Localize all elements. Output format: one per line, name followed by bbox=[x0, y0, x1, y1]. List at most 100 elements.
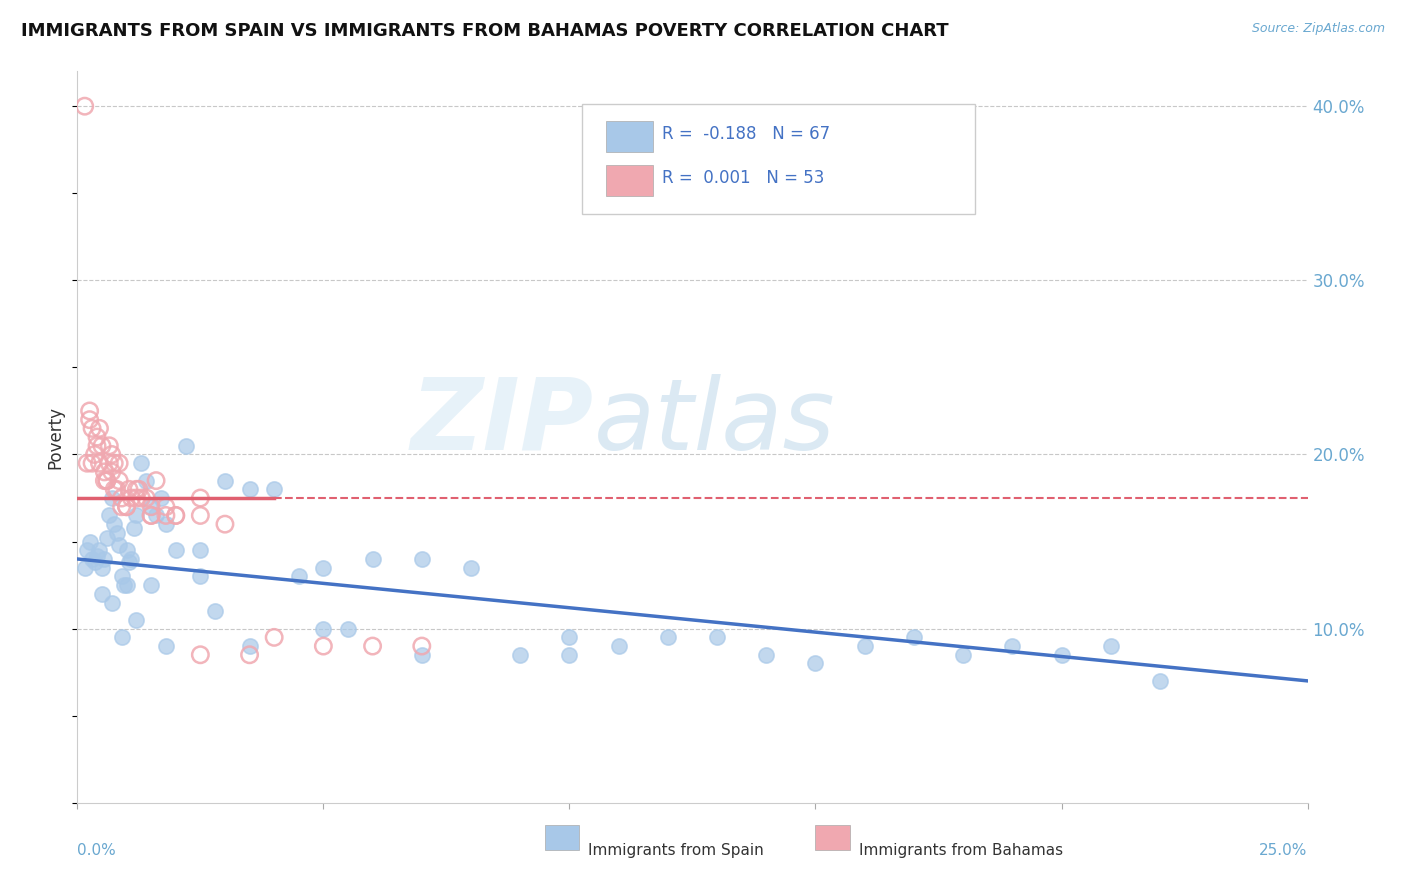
Point bbox=[165, 508, 187, 523]
Point bbox=[79, 412, 101, 426]
Point bbox=[103, 517, 125, 532]
Text: atlas: atlas bbox=[595, 374, 835, 471]
Point bbox=[141, 508, 163, 523]
Point bbox=[145, 474, 167, 488]
Text: ZIP: ZIP bbox=[411, 374, 595, 471]
Point bbox=[145, 508, 167, 523]
Point bbox=[111, 569, 132, 583]
Point bbox=[288, 569, 311, 583]
Point bbox=[155, 500, 177, 514]
Point bbox=[89, 456, 111, 470]
Point bbox=[96, 474, 118, 488]
Bar bbox=[815, 825, 851, 850]
Point bbox=[125, 491, 148, 505]
Point bbox=[90, 587, 114, 601]
Point bbox=[111, 491, 132, 505]
Point bbox=[86, 439, 108, 453]
Point bbox=[239, 639, 262, 653]
Point bbox=[103, 483, 125, 497]
Point bbox=[83, 556, 105, 570]
Point bbox=[98, 456, 121, 470]
Point bbox=[706, 631, 728, 645]
Point bbox=[188, 491, 212, 505]
Point bbox=[125, 508, 148, 523]
Point bbox=[312, 560, 335, 574]
Point bbox=[73, 560, 96, 574]
Point bbox=[188, 648, 212, 662]
Point bbox=[411, 648, 433, 662]
Point bbox=[125, 613, 148, 627]
Bar bbox=[606, 121, 654, 152]
Point bbox=[141, 500, 163, 514]
Point bbox=[98, 439, 121, 453]
Point bbox=[101, 465, 124, 479]
Point bbox=[89, 543, 111, 558]
Bar bbox=[546, 825, 579, 850]
Point bbox=[118, 483, 141, 497]
Point bbox=[558, 631, 581, 645]
Point bbox=[361, 552, 384, 566]
Point bbox=[1099, 639, 1122, 653]
Point bbox=[79, 404, 101, 418]
Text: R =  -0.188   N = 67: R = -0.188 N = 67 bbox=[662, 125, 830, 143]
Point bbox=[337, 622, 360, 636]
Point bbox=[101, 595, 124, 609]
Point bbox=[90, 560, 114, 574]
Point bbox=[112, 578, 135, 592]
Point bbox=[79, 534, 101, 549]
Point bbox=[263, 631, 285, 645]
Point bbox=[804, 657, 827, 671]
Point bbox=[509, 648, 531, 662]
Point bbox=[83, 448, 105, 462]
Point bbox=[115, 543, 138, 558]
Point bbox=[125, 483, 148, 497]
Point bbox=[101, 491, 124, 505]
Point bbox=[214, 474, 236, 488]
Point bbox=[101, 448, 124, 462]
Point bbox=[411, 552, 433, 566]
Text: 0.0%: 0.0% bbox=[77, 843, 117, 858]
Point bbox=[155, 639, 177, 653]
Bar bbox=[606, 165, 654, 195]
Point bbox=[105, 525, 128, 540]
Point bbox=[89, 421, 111, 435]
Point bbox=[86, 549, 108, 563]
Point bbox=[204, 604, 226, 618]
Point bbox=[1050, 648, 1073, 662]
Text: Immigrants from Spain: Immigrants from Spain bbox=[588, 843, 763, 858]
Point bbox=[90, 439, 114, 453]
Point bbox=[903, 631, 925, 645]
Point bbox=[263, 483, 285, 497]
Point bbox=[121, 491, 143, 505]
Point bbox=[141, 500, 163, 514]
Point bbox=[111, 631, 132, 645]
Point bbox=[1149, 673, 1171, 688]
Point bbox=[121, 552, 143, 566]
Point bbox=[96, 531, 118, 545]
Point bbox=[128, 483, 150, 497]
Point bbox=[460, 560, 482, 574]
Point bbox=[853, 639, 876, 653]
Point bbox=[188, 508, 212, 523]
Point bbox=[361, 639, 384, 653]
Text: Source: ZipAtlas.com: Source: ZipAtlas.com bbox=[1251, 22, 1385, 36]
Text: R =  0.001   N = 53: R = 0.001 N = 53 bbox=[662, 169, 824, 186]
Point bbox=[150, 491, 173, 505]
Point bbox=[118, 556, 141, 570]
Y-axis label: Poverty: Poverty bbox=[46, 406, 65, 468]
Point bbox=[82, 456, 104, 470]
Point bbox=[165, 543, 187, 558]
Point bbox=[93, 552, 115, 566]
Point bbox=[135, 491, 157, 505]
FancyBboxPatch shape bbox=[582, 104, 976, 214]
Point bbox=[82, 421, 104, 435]
Point bbox=[141, 508, 163, 523]
Point bbox=[129, 491, 153, 505]
Point bbox=[607, 639, 630, 653]
Point bbox=[115, 500, 138, 514]
Point bbox=[952, 648, 974, 662]
Point bbox=[174, 439, 197, 453]
Text: Immigrants from Bahamas: Immigrants from Bahamas bbox=[859, 843, 1063, 858]
Text: IMMIGRANTS FROM SPAIN VS IMMIGRANTS FROM BAHAMAS POVERTY CORRELATION CHART: IMMIGRANTS FROM SPAIN VS IMMIGRANTS FROM… bbox=[21, 22, 949, 40]
Point bbox=[73, 99, 96, 113]
